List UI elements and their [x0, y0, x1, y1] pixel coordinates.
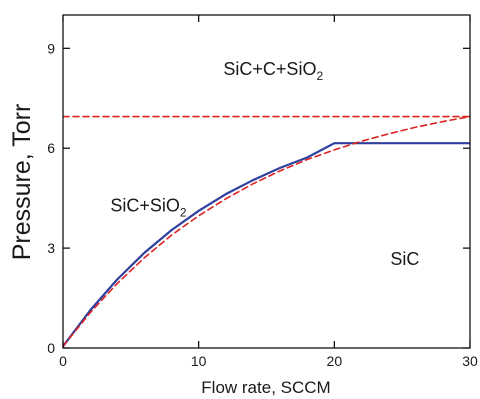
y-tick-label: 3 [47, 240, 55, 256]
y-tick-label: 0 [47, 340, 55, 356]
y-axis-title: Pressure, Torr [8, 104, 36, 261]
x-tick-label: 10 [191, 353, 207, 369]
x-axis-title: Flow rate, SCCM [201, 378, 330, 397]
series-line-2 [63, 115, 470, 348]
series-layer [63, 115, 470, 348]
x-tick-label: 20 [327, 353, 343, 369]
region-label: SiC+SiO2 [110, 195, 187, 219]
x-tick-label: 30 [462, 353, 478, 369]
region-label: SiC [390, 249, 419, 269]
plot-frame [62, 14, 471, 349]
axes-layer: 0 10 20 30 0 3 6 9 [47, 14, 478, 369]
series-line-1 [63, 142, 470, 348]
region-label: SiC+C+SiO2 [223, 59, 323, 83]
x-tick-label: 0 [59, 353, 67, 369]
annotation-layer: SiC+C+SiO2 SiC+SiO2 SiC [110, 59, 419, 269]
y-tick-label: 9 [47, 40, 55, 56]
y-tick-label: 6 [47, 140, 55, 156]
